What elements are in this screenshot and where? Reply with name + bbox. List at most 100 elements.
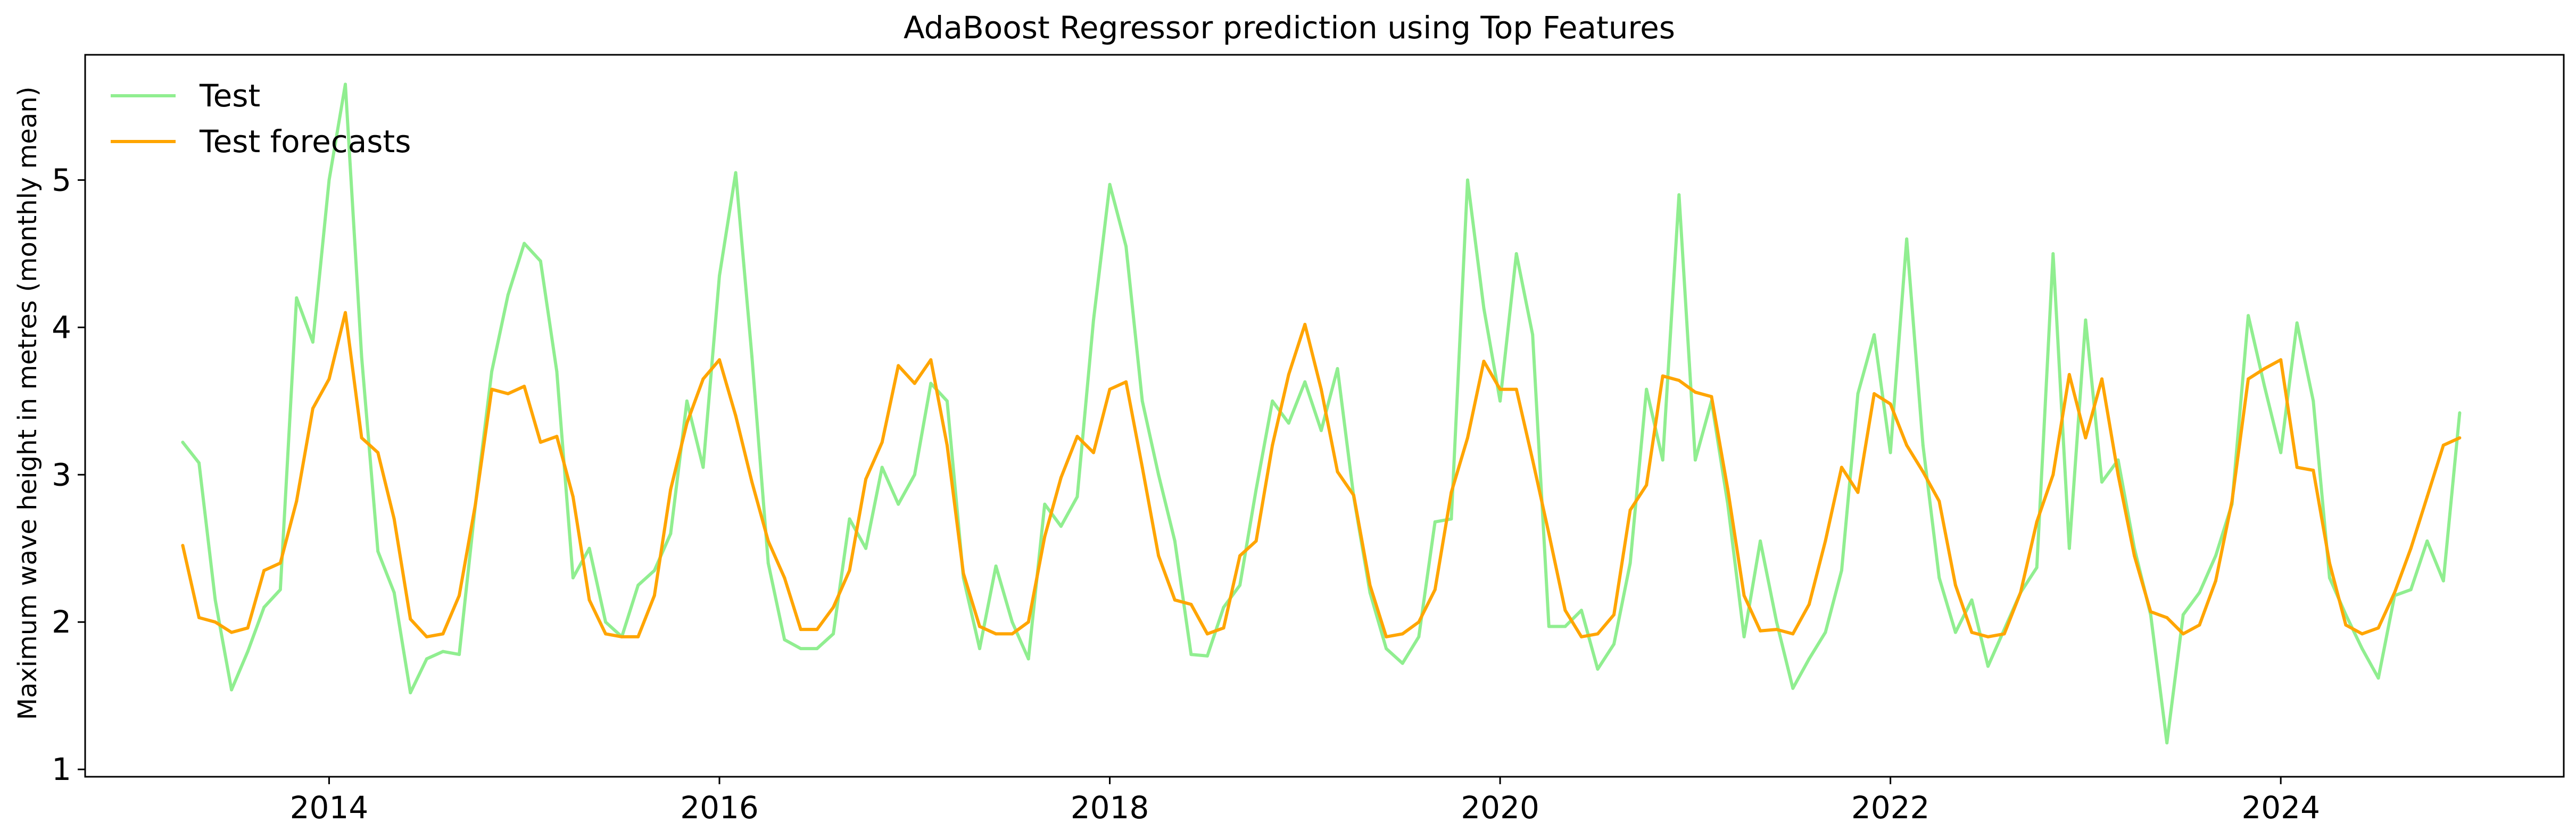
data-point <box>1888 451 1892 454</box>
data-point <box>1254 488 1258 491</box>
data-point <box>1986 664 1990 668</box>
data-point <box>587 546 591 550</box>
data-point <box>2295 321 2299 325</box>
data-point <box>1368 584 1372 587</box>
data-point <box>2279 358 2283 362</box>
data-point <box>1385 647 1388 651</box>
data-point <box>1222 626 1225 630</box>
data-point <box>1157 473 1161 477</box>
y-tick-label: 4 <box>52 309 71 345</box>
data-point <box>1205 654 1209 658</box>
data-point <box>1482 306 1486 310</box>
data-point <box>409 691 412 695</box>
data-point <box>929 381 933 385</box>
data-point <box>1189 603 1193 606</box>
data-point <box>1986 635 1990 638</box>
data-point <box>1612 642 1616 646</box>
data-point <box>587 598 591 602</box>
data-point <box>701 377 705 381</box>
data-point <box>799 647 802 651</box>
data-point <box>2458 436 2462 439</box>
data-point <box>1303 380 1307 384</box>
data-point <box>425 635 428 638</box>
data-point <box>2458 411 2462 414</box>
data-point <box>1385 635 1388 638</box>
data-point <box>1693 391 1697 394</box>
data-point <box>962 571 965 575</box>
data-point <box>1628 561 1632 565</box>
data-point <box>1319 429 1323 433</box>
data-point <box>1092 318 1095 322</box>
data-point <box>1775 620 1778 624</box>
data-point <box>1807 603 1811 606</box>
data-point <box>913 381 916 385</box>
data-point <box>880 441 884 444</box>
data-point <box>1303 322 1307 326</box>
data-point <box>1531 458 1535 462</box>
data-point <box>2035 566 2039 569</box>
data-point <box>2247 314 2250 318</box>
data-point <box>1075 495 1079 499</box>
data-point <box>2165 616 2169 619</box>
data-point <box>929 358 933 362</box>
plot-area: 2014 2016 2018 2020 2022 2024 1 2 3 4 5 <box>52 54 2565 826</box>
data-point <box>213 620 217 624</box>
data-point <box>604 632 608 636</box>
data-point <box>994 632 998 636</box>
data-point <box>2067 546 2071 550</box>
data-point <box>295 296 299 300</box>
data-point <box>181 544 185 547</box>
data-point <box>1140 466 1144 469</box>
data-point <box>278 561 282 565</box>
data-point <box>832 632 835 636</box>
data-point <box>376 550 380 553</box>
data-point <box>1645 483 1649 487</box>
data-point <box>832 605 835 609</box>
data-point <box>2133 554 2136 558</box>
data-point <box>1254 539 1258 543</box>
data-point <box>555 370 559 373</box>
data-point <box>2214 554 2217 558</box>
y-tick-label: 5 <box>52 162 71 198</box>
data-point <box>1319 387 1323 391</box>
data-point <box>848 517 851 521</box>
data-point <box>2198 623 2201 627</box>
data-point <box>197 616 201 619</box>
data-point <box>1791 686 1795 690</box>
data-point <box>1417 635 1421 638</box>
data-point <box>409 617 412 621</box>
data-point <box>1921 443 1925 447</box>
data-point <box>360 436 363 439</box>
x-tick-label: 2020 <box>1461 790 1539 826</box>
data-point <box>2002 632 2006 636</box>
data-point <box>1108 182 1112 186</box>
data-point <box>1449 517 1453 521</box>
data-point <box>1026 657 1030 661</box>
data-point <box>246 626 250 630</box>
data-point <box>1124 245 1128 248</box>
data-point <box>344 82 347 86</box>
data-point <box>2263 367 2266 370</box>
data-point <box>2181 632 2185 636</box>
data-point <box>2051 473 2055 477</box>
data-point <box>1433 520 1437 524</box>
data-point <box>458 594 461 597</box>
data-point <box>1824 539 1827 543</box>
data-point <box>897 502 900 506</box>
data-point <box>1759 539 1762 543</box>
data-point <box>1661 458 1664 462</box>
data-point <box>1596 632 1600 636</box>
data-point <box>864 546 868 550</box>
data-point <box>2035 520 2039 524</box>
data-point <box>718 274 721 278</box>
data-point <box>1352 494 1355 497</box>
data-point <box>213 598 217 602</box>
data-point <box>1092 451 1095 454</box>
data-point <box>1547 625 1551 628</box>
data-point <box>458 653 461 657</box>
data-point <box>815 628 819 632</box>
data-point <box>1124 380 1128 384</box>
data-point <box>2019 591 2023 594</box>
data-point <box>2312 469 2315 472</box>
data-point <box>1888 402 1892 406</box>
